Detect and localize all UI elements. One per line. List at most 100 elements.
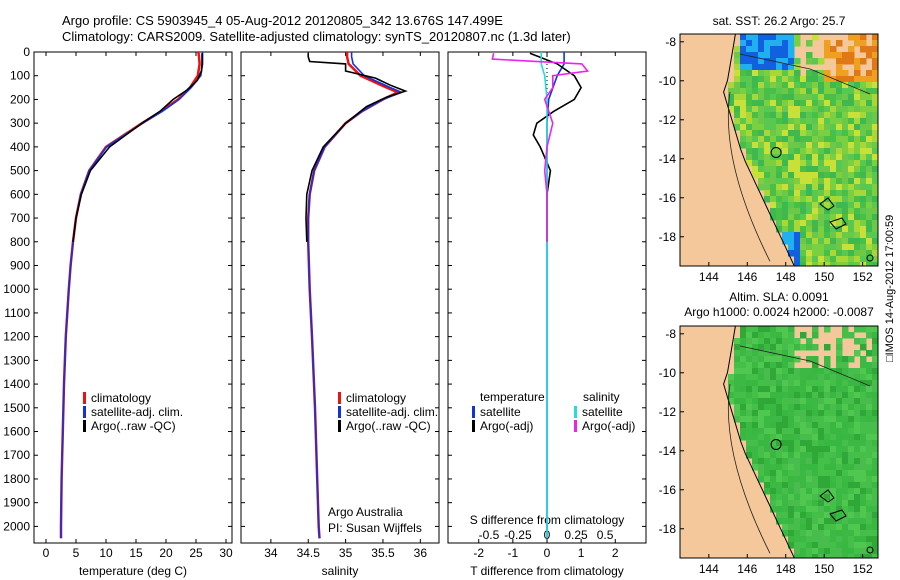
- sla-ocean-cell: [854, 500, 861, 507]
- sla-ocean-cell: [842, 548, 849, 555]
- sla-ocean-cell: [758, 326, 765, 333]
- salinity-argo-line: [305, 53, 408, 242]
- sst-ocean-cell: [860, 94, 867, 101]
- sla-ocean-cell: [842, 422, 849, 429]
- sst-ocean-cell: [854, 136, 861, 143]
- sla-ocean-cell: [806, 524, 813, 531]
- sla-ocean-cell: [866, 416, 873, 423]
- sla-ocean-cell: [830, 512, 837, 519]
- sla-ocean-cell: [812, 416, 819, 423]
- sla-ocean-cell: [872, 476, 878, 483]
- sst-ocean-cell: [872, 196, 878, 203]
- sla-ocean-cell: [806, 488, 813, 495]
- sst-ocean-cell: [824, 142, 831, 149]
- sla-ocean-cell: [758, 464, 765, 471]
- sst-ocean-cell: [818, 166, 825, 173]
- sst-ocean-cell: [764, 148, 771, 155]
- sla-ocean-cell: [764, 476, 771, 483]
- sst-ocean-cell: [836, 160, 843, 167]
- sst-ocean-cell: [872, 130, 878, 137]
- sla-ocean-cell: [800, 542, 807, 549]
- sla-ocean-cell: [830, 470, 837, 477]
- sst-ocean-cell: [800, 94, 807, 101]
- sst-ocean-cell: [860, 58, 867, 65]
- sst-ocean-cell: [740, 76, 747, 83]
- sla-ocean-cell: [866, 326, 873, 333]
- sst-ocean-cell: [776, 82, 783, 89]
- sla-coastline: [723, 326, 795, 558]
- sst-ocean-cell: [818, 226, 825, 233]
- sst-ocean-cell: [782, 154, 789, 161]
- sla-ocean-cell: [824, 530, 831, 537]
- sst-ocean-cell: [818, 124, 825, 131]
- sst-ocean-cell: [854, 184, 861, 191]
- sla-ocean-cell: [836, 476, 843, 483]
- sla-ocean-cell: [758, 476, 765, 483]
- sst-ocean-cell: [740, 70, 747, 77]
- sst-ocean-cell: [782, 76, 789, 83]
- difference-s-satellite-line: [540, 52, 548, 539]
- sla-ocean-cell: [746, 446, 753, 453]
- salinity-legend-climatology-label: climatology: [346, 391, 406, 405]
- difference-s-tick-label: -0.5: [479, 528, 500, 542]
- sla-ocean-cell: [806, 410, 813, 417]
- sst-ocean-cell: [866, 88, 873, 95]
- sst-ocean-cell: [830, 82, 837, 89]
- sla-ocean-cell: [818, 410, 825, 417]
- sst-ocean-cell: [830, 184, 837, 191]
- sst-ocean-cell: [866, 154, 873, 161]
- sla-ocean-cell: [854, 518, 861, 525]
- sla-ocean-cell: [836, 344, 843, 351]
- sst-ocean-cell: [788, 202, 795, 209]
- sla-ocean-cell: [770, 488, 777, 495]
- sla-ocean-cell: [794, 410, 801, 417]
- sla-ocean-cell: [788, 542, 795, 549]
- salinity-xtick-label: 35.5: [371, 546, 395, 560]
- temperature-legend-climatology-label: climatology: [91, 391, 151, 405]
- sla-ocean-cell: [818, 512, 825, 519]
- sst-ocean-cell: [848, 190, 855, 197]
- sla-ocean-cell: [806, 470, 813, 477]
- sla-ocean-cell: [824, 398, 831, 405]
- sst-ocean-cell: [782, 202, 789, 209]
- sst-ocean-cell: [776, 184, 783, 191]
- sla-ocean-cell: [734, 410, 741, 417]
- sla-ytick-label: -16: [659, 483, 677, 497]
- sst-ocean-cell: [734, 76, 741, 83]
- sla-ocean-cell: [740, 410, 747, 417]
- depth-ytick-label: 1400: [3, 377, 30, 391]
- sla-ocean-cell: [824, 392, 831, 399]
- sst-ocean-cell: [770, 34, 777, 41]
- sst-ocean-cell: [794, 160, 801, 167]
- sst-ocean-cell: [770, 160, 777, 167]
- sst-ocean-cell: [794, 202, 801, 209]
- difference-legend-s-argo-label: Argo(-adj): [582, 419, 635, 433]
- sst-ocean-cell: [806, 226, 813, 233]
- sla-ocean-cell: [794, 344, 801, 351]
- sst-ocean-cell: [800, 130, 807, 137]
- sst-ocean-cell: [806, 40, 813, 47]
- sst-ocean-cell: [824, 40, 831, 47]
- sla-ocean-cell: [854, 488, 861, 495]
- sst-xtick-label: 144: [699, 270, 719, 284]
- sla-ocean-cell: [830, 506, 837, 513]
- sst-ocean-cell: [800, 208, 807, 215]
- sla-ocean-cell: [812, 362, 819, 369]
- sst-ocean-cell: [794, 106, 801, 113]
- sla-ocean-cell: [860, 446, 867, 453]
- sst-ocean-cell: [848, 196, 855, 203]
- sla-ocean-cell: [824, 422, 831, 429]
- sst-ocean-cell: [806, 232, 813, 239]
- sst-ocean-cell: [740, 100, 747, 107]
- depth-ytick-label: 1800: [3, 472, 30, 486]
- sla-ocean-cell: [830, 554, 837, 558]
- sst-ocean-cell: [782, 112, 789, 119]
- sla-ocean-cell: [854, 512, 861, 519]
- sst-ocean-cell: [758, 142, 765, 149]
- sla-ocean-cell: [854, 428, 861, 435]
- sst-ocean-cell: [854, 226, 861, 233]
- sla-profile-marker: [770, 438, 782, 450]
- sst-ocean-cell: [818, 178, 825, 185]
- sst-ocean-cell: [812, 202, 819, 209]
- sla-ocean-cell: [734, 416, 741, 423]
